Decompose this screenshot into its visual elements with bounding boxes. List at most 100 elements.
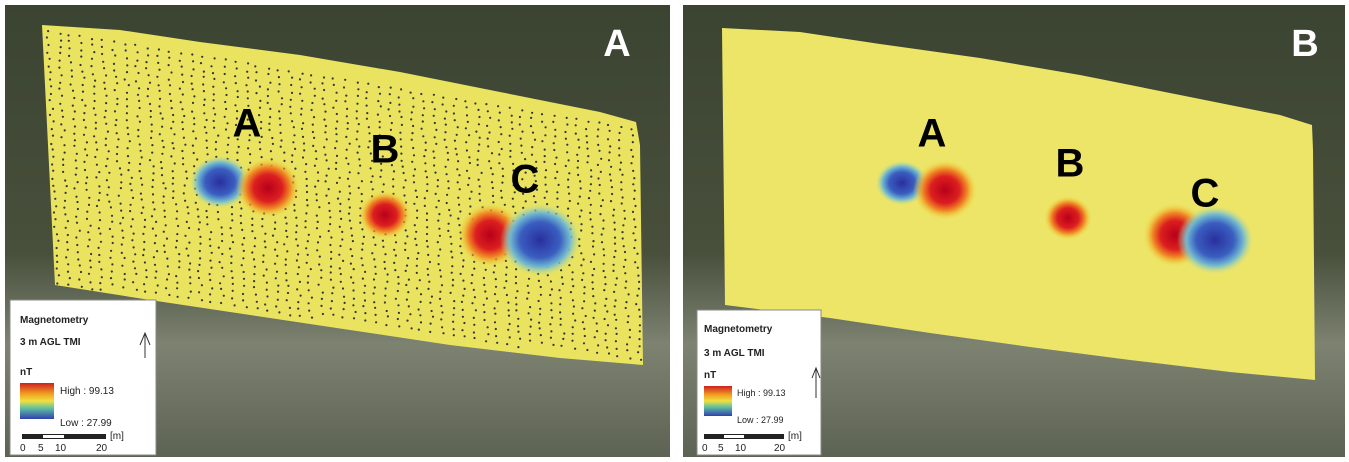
flight-point <box>341 316 343 318</box>
flight-point <box>364 271 366 273</box>
flight-point <box>580 223 582 225</box>
flight-point <box>175 275 177 277</box>
scale-tick: 10 <box>55 443 67 454</box>
flight-point <box>111 283 113 285</box>
flight-point <box>261 156 263 158</box>
flight-point <box>528 292 530 294</box>
flight-point <box>606 346 608 348</box>
flight-point <box>609 173 611 175</box>
flight-point <box>335 133 337 135</box>
flight-point <box>255 79 257 81</box>
flight-point <box>609 151 611 153</box>
flight-point <box>106 158 108 160</box>
flight-point <box>223 275 225 277</box>
flight-point <box>349 143 351 145</box>
flight-point <box>438 200 440 202</box>
flight-point <box>590 183 592 185</box>
flight-point <box>598 192 600 194</box>
flight-point <box>358 145 360 147</box>
flight-point <box>411 132 413 134</box>
flight-point <box>604 318 606 320</box>
flight-point <box>413 181 415 183</box>
flight-point <box>129 210 131 212</box>
flight-point <box>278 76 280 78</box>
flight-point <box>581 307 583 309</box>
flight-point <box>218 247 220 249</box>
flight-point <box>427 254 429 256</box>
flight-point <box>515 309 517 311</box>
flight-point <box>377 114 379 116</box>
flight-point <box>572 313 574 315</box>
flight-point <box>98 254 100 256</box>
anomaly-blob <box>1177 206 1253 274</box>
flight-point <box>408 305 410 307</box>
flight-point <box>131 189 133 191</box>
flight-point <box>110 277 112 279</box>
flight-point <box>431 101 433 103</box>
flight-point <box>426 240 428 242</box>
flight-point <box>323 119 325 121</box>
flight-point <box>352 289 354 291</box>
flight-point <box>77 208 79 210</box>
flight-point <box>144 291 146 293</box>
flight-point <box>264 303 266 305</box>
flight-point <box>237 96 239 98</box>
flight-point <box>267 95 269 97</box>
flight-point <box>506 294 508 296</box>
flight-point <box>71 75 73 77</box>
flight-point <box>633 247 635 249</box>
flight-point <box>588 197 590 199</box>
flight-point <box>50 143 52 145</box>
flight-point <box>298 266 300 268</box>
flight-point <box>145 269 147 271</box>
flight-point <box>48 66 50 68</box>
flight-point <box>445 146 447 148</box>
flight-point <box>297 301 299 303</box>
flight-point <box>456 134 458 136</box>
flight-point <box>509 107 511 109</box>
flight-point <box>313 116 315 118</box>
flight-point <box>478 123 480 125</box>
flight-point <box>217 218 219 220</box>
flight-point <box>171 107 173 109</box>
flight-point <box>139 163 141 165</box>
flight-point <box>335 168 337 170</box>
flight-point <box>108 201 110 203</box>
flight-point <box>352 304 354 306</box>
flight-point <box>84 105 86 107</box>
flight-point <box>180 101 182 103</box>
flight-point <box>363 236 365 238</box>
flight-point <box>69 277 71 279</box>
flight-point <box>624 218 626 220</box>
flight-point <box>410 92 412 94</box>
flight-point <box>441 311 443 313</box>
flight-point <box>94 114 96 116</box>
scale-tick: 5 <box>718 443 724 454</box>
flight-point <box>361 180 363 182</box>
flight-point <box>231 277 233 279</box>
flight-point <box>170 127 172 129</box>
flight-point <box>612 214 614 216</box>
flight-point <box>453 105 455 107</box>
flight-point <box>241 264 243 266</box>
flight-point <box>568 159 570 161</box>
flight-point <box>209 273 211 275</box>
flight-point <box>153 165 155 167</box>
flight-point <box>343 86 345 88</box>
flight-point <box>166 278 168 280</box>
flight-point <box>413 203 415 205</box>
flight-point <box>192 145 194 147</box>
flight-point <box>212 86 214 88</box>
flight-point <box>592 295 594 297</box>
flight-point <box>586 349 588 351</box>
flight-point <box>577 174 579 176</box>
flight-point <box>54 198 56 200</box>
flight-point <box>301 128 303 130</box>
flight-point <box>405 284 407 286</box>
flight-point <box>196 158 198 160</box>
flight-point <box>161 174 163 176</box>
flight-point <box>479 185 481 187</box>
flight-point <box>178 260 180 262</box>
flight-point <box>451 256 453 258</box>
flight-point <box>364 319 366 321</box>
